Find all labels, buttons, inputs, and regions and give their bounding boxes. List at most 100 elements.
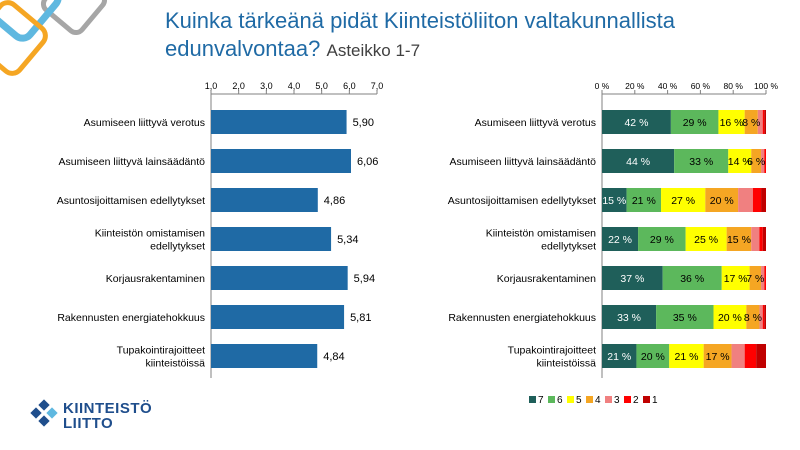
- distribution-category-label: Kiinteistön omistamisen: [486, 228, 596, 240]
- average-bar: [211, 305, 345, 329]
- corner-square-grey: [40, 0, 108, 36]
- distribution-segment-label: 27 %: [671, 195, 695, 207]
- legend-swatch-2: [624, 396, 631, 403]
- distribution-segment-2: [762, 305, 765, 329]
- distribution-chart-segments: [602, 110, 766, 368]
- average-category-label: Kiinteistön omistamisen: [95, 228, 205, 240]
- distribution-segment-6: [656, 305, 714, 329]
- distribution-segment-4: [751, 149, 762, 173]
- legend-label-4: 4: [595, 395, 601, 406]
- distribution-category-label: Asumiseen liittyvä lainsäädäntö: [450, 156, 597, 168]
- distribution-segment-label: 6 %: [747, 156, 765, 168]
- distribution-segment-2: [759, 227, 763, 251]
- distribution-segment-7: [602, 344, 637, 368]
- distribution-category-label: kiinteistöissä: [536, 358, 596, 370]
- average-value-label: 5,90: [353, 117, 374, 129]
- distribution-segment-label: 21 %: [607, 351, 631, 363]
- distribution-category-label: Asuntosijoittamisen edellytykset: [448, 195, 596, 207]
- average-tick-label: 6,0: [343, 82, 356, 91]
- legend-swatch-7: [529, 396, 536, 403]
- distribution-segment-7: [602, 110, 671, 134]
- distribution-segment-label: 33 %: [689, 156, 713, 168]
- distribution-segment-label: 15 %: [602, 195, 626, 207]
- average-tick-label: 7,0: [371, 82, 384, 91]
- distribution-segment-3: [731, 344, 745, 368]
- distribution-segment-6: [638, 227, 686, 251]
- distribution-segment-5: [728, 149, 752, 173]
- legend-label-2: 2: [633, 395, 639, 406]
- average-bar-chart: 1,0 2,0 3,0 4,0 5,0 6,0 7,0 Asumiseen liittyvä…: [57, 82, 384, 378]
- distribution-segment-label: 33 %: [617, 312, 641, 324]
- distribution-segment-label: 8 %: [742, 117, 760, 129]
- distribution-category-label: Asumiseen liittyvä verotus: [475, 117, 596, 129]
- average-bar: [211, 110, 347, 134]
- average-value-label: 4,86: [324, 195, 345, 207]
- average-category-label: Rakennusten energiatehokkuus: [57, 312, 205, 324]
- legend-swatch-4: [586, 396, 593, 403]
- distribution-segment-5: [718, 110, 745, 134]
- distribution-category-label: Tupakointirajoitteet: [508, 345, 596, 357]
- distribution-segment-label: 22 %: [608, 234, 632, 246]
- distribution-segment-7: [602, 266, 663, 290]
- corner-decoration: [0, 0, 108, 76]
- distribution-category-label: Rakennusten energiatehokkuus: [448, 312, 596, 324]
- average-tick-label: 5,0: [315, 82, 328, 91]
- distribution-segment-2: [744, 344, 757, 368]
- logo-diamond-right: [46, 407, 58, 419]
- distribution-segment-label: 20 %: [718, 312, 742, 324]
- logo-diamond-left: [30, 407, 42, 419]
- average-category-label: edellytykset: [150, 241, 205, 253]
- average-tick-label: 4,0: [288, 82, 301, 91]
- distribution-segment-label: 25 %: [694, 234, 718, 246]
- average-category-label: Korjausrakentaminen: [106, 273, 205, 285]
- distribution-segment-3: [757, 110, 763, 134]
- average-bar: [211, 149, 351, 173]
- distribution-segment-5: [685, 227, 727, 251]
- distribution-segment-6: [626, 188, 662, 212]
- legend-label-1: 1: [652, 395, 658, 406]
- logo-diamond-top: [38, 399, 50, 411]
- distribution-segment-label: 36 %: [680, 273, 704, 285]
- distribution-segment-1: [756, 344, 766, 368]
- average-category-label: Asumiseen liittyvä lainsäädäntö: [59, 156, 206, 168]
- distribution-segment-label: 42 %: [624, 117, 648, 129]
- distribution-segment-6: [636, 344, 670, 368]
- average-value-label: 5,81: [350, 312, 371, 324]
- distribution-segment-1: [761, 188, 766, 212]
- title-text: Kuinka tärkeänä pidät Kiinteistöliiton v…: [165, 8, 675, 61]
- average-category-label: Tupakointirajoitteet: [117, 345, 205, 357]
- distribution-segment-label: 17 %: [724, 273, 748, 285]
- distribution-segment-label: 15 %: [727, 234, 751, 246]
- legend-label-6: 6: [557, 395, 563, 406]
- page-title: Kuinka tärkeänä pidät Kiinteistöliiton v…: [165, 7, 785, 65]
- logo-line1: KIINTEISTÖ: [63, 400, 153, 417]
- average-bar: [211, 227, 332, 251]
- title-subtitle: Asteikko 1-7: [326, 41, 421, 60]
- average-category-label: Asumiseen liittyvä verotus: [84, 117, 205, 129]
- average-bar: [211, 344, 318, 368]
- distribution-segment-label: 20 %: [710, 195, 734, 207]
- distribution-segment-7: [602, 149, 675, 173]
- distribution-segment-label: 37 %: [620, 273, 644, 285]
- kiinteistoliitto-logo-icon: [30, 399, 58, 427]
- distribution-stacked-chart: 0 % 20 % 40 % 60 % 80 % 100 % Asumiseen liitt…: [448, 82, 779, 406]
- average-category-label: kiinteistöissä: [145, 358, 205, 370]
- distribution-segment-1: [762, 227, 766, 251]
- distribution-segment-label: 29 %: [650, 234, 674, 246]
- distribution-segment-1: [764, 110, 766, 134]
- average-chart-category-labels: Asumiseen liittyvä verotus Asumiseen liit…: [57, 117, 205, 370]
- logo-line2: LIITTO: [63, 415, 114, 432]
- distribution-segment-7: [602, 305, 657, 329]
- average-category-label: Asuntosijoittamisen edellytykset: [57, 195, 205, 207]
- distribution-tick-label: 40 %: [658, 82, 678, 91]
- average-chart-value-labels: 5,90 6,06 4,86 5,34 5,94 5,81 4,84: [323, 117, 378, 363]
- distribution-segment-2: [764, 149, 766, 173]
- average-chart-bars: [211, 110, 351, 368]
- distribution-tick-label: 80 %: [724, 82, 744, 91]
- distribution-segment-label: 17 %: [706, 351, 730, 363]
- legend-swatch-3: [605, 396, 612, 403]
- distribution-segment-7: [602, 227, 639, 251]
- corner-square-orange: [0, 0, 48, 76]
- distribution-segment-4: [746, 305, 760, 329]
- average-bar: [211, 266, 348, 290]
